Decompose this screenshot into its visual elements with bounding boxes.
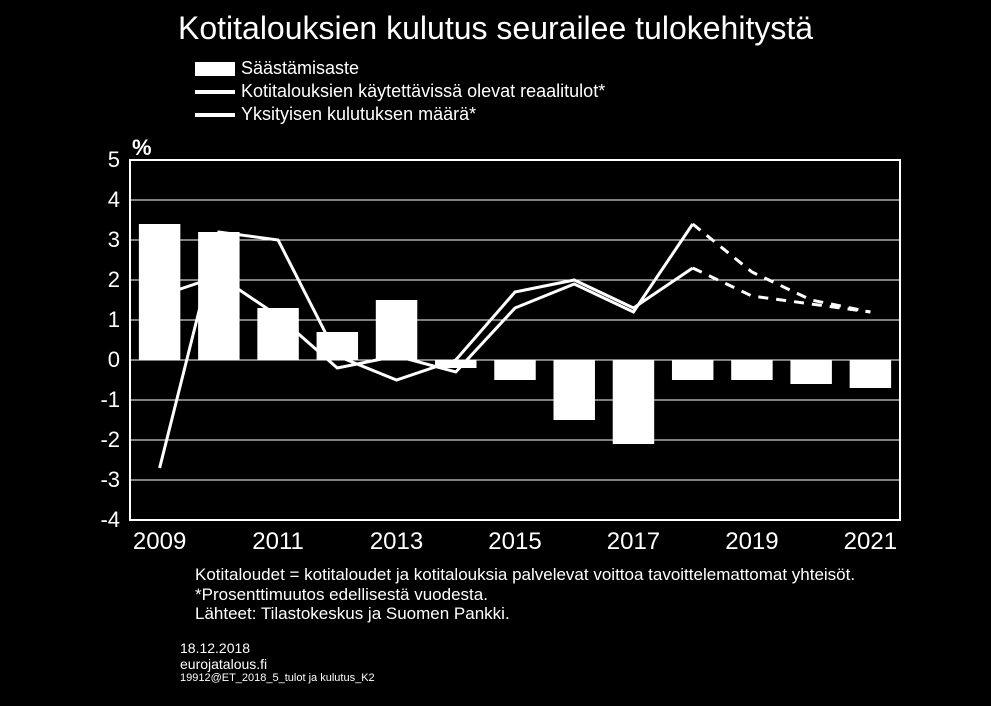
meta-date: 18.12.2018: [180, 640, 375, 656]
legend-line1-item: Kotitalouksien käytettävissä olevat reaa…: [195, 81, 605, 102]
x-tick-label: 2015: [488, 528, 541, 556]
y-tick-label: -1: [80, 387, 120, 413]
legend: Säästämisaste Kotitalouksien käytettävis…: [195, 58, 605, 127]
y-tick-label: 3: [80, 227, 120, 253]
legend-line2-label: Yksityisen kulutuksen määrä*: [241, 104, 476, 125]
footnote-3: Lähteet: Tilastokeskus ja Suomen Pankki.: [195, 604, 855, 624]
meta-site: eurojatalous.fi: [180, 656, 375, 672]
legend-line1-swatch: [195, 90, 235, 94]
footnote-2: *Prosenttimuutos edellisestä vuodesta.: [195, 585, 855, 605]
y-tick-label: 4: [80, 187, 120, 213]
y-axis-labels: 543210-1-2-3-4: [90, 160, 120, 520]
x-tick-label: 2021: [844, 528, 897, 556]
x-tick-label: 2013: [370, 528, 423, 556]
legend-line2-item: Yksityisen kulutuksen määrä*: [195, 104, 605, 125]
y-tick-label: -2: [80, 427, 120, 453]
x-axis-labels: 2009 2011 2013 2015 2017 2019 2021: [130, 528, 900, 558]
footnote-1: Kotitaloudet = kotitaloudet ja kotitalou…: [195, 565, 855, 585]
chart-svg: [130, 160, 900, 520]
y-tick-label: 1: [80, 307, 120, 333]
chart-footnotes: Kotitaloudet = kotitaloudet ja kotitalou…: [195, 565, 855, 624]
y-tick-label: 2: [80, 267, 120, 293]
legend-bar-item: Säästämisaste: [195, 58, 605, 79]
y-tick-label: -3: [80, 467, 120, 493]
x-tick-label: 2009: [133, 528, 186, 556]
x-tick-label: 2017: [607, 528, 660, 556]
chart-plot-area: [130, 160, 900, 520]
legend-line2-swatch: [195, 113, 235, 117]
y-tick-label: 0: [80, 347, 120, 373]
legend-bar-swatch: [195, 62, 235, 76]
chart-meta: 18.12.2018 eurojatalous.fi 19912@ET_2018…: [180, 640, 375, 685]
chart-title: Kotitalouksien kulutus seurailee tulokeh…: [0, 0, 991, 47]
x-tick-label: 2011: [252, 528, 304, 556]
legend-line1-label: Kotitalouksien käytettävissä olevat reaa…: [241, 81, 605, 102]
y-tick-label: -4: [80, 507, 120, 533]
legend-bar-label: Säästämisaste: [241, 58, 359, 79]
x-tick-label: 2019: [725, 528, 778, 556]
y-axis-unit: %: [132, 135, 152, 161]
y-tick-label: 5: [80, 147, 120, 173]
meta-code: 19912@ET_2018_5_tulot ja kulutus_K2: [180, 672, 375, 685]
